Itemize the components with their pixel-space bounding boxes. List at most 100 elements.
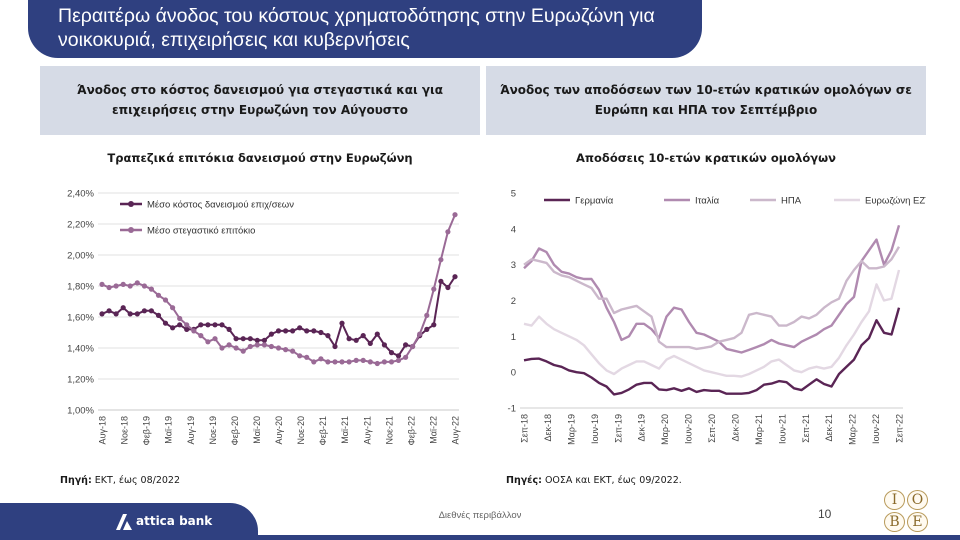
left-source-note: Πηγή: ΕΚΤ, έως 08/2022 (60, 475, 180, 486)
series-1-point (395, 353, 402, 359)
series-2-point (388, 359, 395, 365)
series-1-point (297, 325, 303, 331)
left-source-label: Πηγή: (60, 475, 92, 486)
series-1-point (424, 326, 430, 332)
series-2-point (297, 353, 303, 359)
x-tick-label: Ιουν-21 (777, 414, 787, 444)
series-2-point (381, 359, 387, 365)
right-header-line2: Ευρώπη και ΗΠΑ τον Σεπτέμβριο (594, 103, 818, 117)
series-1-point (431, 322, 437, 328)
series-2-point (155, 292, 162, 298)
series-1-point (339, 320, 345, 326)
x-tick-label: Μαϊ-20 (252, 416, 262, 444)
series-1-point (367, 340, 373, 346)
series-1-point (254, 337, 260, 343)
y-tick-label: 2,00% (67, 251, 94, 262)
y-tick-label: 1,00% (67, 406, 94, 417)
x-tick-label: Φεβ-19 (142, 416, 152, 445)
series-1-point (311, 328, 317, 334)
y-tick-label: 1,20% (67, 375, 94, 386)
series-2-point (219, 345, 225, 351)
series-2-point (311, 359, 317, 365)
right-panel-header: Άνοδος των αποδόσεων των 10-ετών κρατικώ… (486, 66, 926, 135)
series-1-point (99, 311, 105, 317)
page-number: 10 (818, 507, 832, 521)
footer-section-label: Διεθνές περιβάλλον (438, 510, 522, 521)
series-1-point (120, 305, 126, 311)
series-1-point (219, 322, 225, 328)
series-1-point (388, 350, 395, 356)
series-1-point (205, 322, 211, 328)
page-title-line2: νοικοκυριά, επιχειρήσεις και κυβερνήσεις (58, 29, 410, 51)
series-2-point (268, 343, 274, 350)
series-2-point (339, 359, 345, 365)
series-1-point (374, 331, 380, 337)
y-tick-label: 1,80% (67, 282, 94, 293)
y-tick-label: 1,60% (67, 313, 94, 324)
series-2-point (170, 305, 176, 311)
series-1-point (177, 322, 183, 328)
right-source-note: Πηγές: ΟΟΣΑ και ΕΚΤ, έως 09/2022. (506, 475, 682, 486)
series-line-2 (101, 214, 456, 365)
series-1-point (184, 326, 190, 332)
series-1-point (141, 308, 147, 314)
y-tick-label: 5 (511, 189, 516, 200)
legend-label: ΗΠΑ (781, 196, 802, 207)
x-tick-label: Δεκ-19 (637, 414, 647, 442)
y-tick-label: 1,40% (67, 344, 94, 355)
series-1-point (240, 336, 246, 342)
series-1-point (162, 320, 169, 326)
y-tick-label: -1 (508, 404, 516, 415)
series-2-point (431, 286, 437, 292)
series-1-point (452, 274, 458, 280)
x-tick-label: Φεβ-20 (230, 416, 240, 445)
series-2-point (410, 343, 416, 350)
y-tick-label: 1 (511, 332, 516, 343)
series-2-point (283, 347, 289, 353)
iobe-letter-e: E (907, 512, 928, 532)
legend-marker (128, 201, 134, 207)
series-1-point (134, 311, 140, 317)
x-tick-label: Νοε-21 (384, 416, 394, 445)
x-tick-label: Ιουν-19 (590, 414, 600, 444)
series-1-point (283, 328, 289, 334)
x-tick-label: Μαρ-19 (566, 414, 576, 445)
x-tick-label: Μαρ-21 (754, 414, 764, 445)
x-tick-label: Μαϊ-21 (340, 416, 350, 444)
series-2-point (177, 315, 183, 322)
series-line-4 (523, 269, 901, 378)
lending-rates-chart: 1,00% 1,20% 1,40% 1,60% 1,80% 2,00% 2,20% 2,40%… (67, 189, 460, 446)
x-tick-label: Δεκ-18 (543, 414, 553, 442)
attica-logo-icon (116, 514, 132, 530)
footer-bar (0, 535, 960, 540)
y-tick-label: 4 (511, 224, 516, 235)
legend-marker (128, 227, 134, 233)
series-2-point (290, 348, 296, 354)
series-2-point (233, 345, 239, 351)
y-tick-label: 2,40% (67, 189, 94, 200)
y-tick-label: 2 (511, 296, 516, 307)
series-2-point (184, 322, 190, 328)
series-2-point (226, 342, 232, 348)
legend-label: Μέσο κόστος δανεισμού επιχ/σεων (147, 200, 294, 211)
x-tick-label: Αυγ-20 (274, 416, 284, 444)
left-source-text: ΕΚΤ, έως 08/2022 (94, 475, 181, 486)
iobe-letter-i: I (884, 490, 905, 510)
brand-name: attica bank (136, 514, 213, 528)
left-chart-title: Τραπεζικά επιτόκια δανεισμού στην Ευρωζώ… (107, 151, 413, 165)
bond-yields-chart: -1 0 1 2 3 4 5 Σεπ-18 Δεκ-18 Μαρ-19 Ιουν-19 Σεπ-19 Δ… (508, 189, 926, 445)
x-tick-label: Σεπ-20 (707, 414, 717, 443)
y-tick-label: 2,20% (67, 220, 94, 231)
series-2-point (141, 283, 147, 289)
x-tick-label: Σεπ-18 (520, 414, 530, 443)
legend-label: Γερμανία (575, 196, 614, 207)
x-tick-label: Αυγ-18 (98, 416, 108, 444)
y-tick-label: 0 (511, 368, 516, 379)
series-2-point (452, 212, 458, 218)
series-2-point (240, 348, 246, 354)
series-2-point (318, 356, 324, 362)
series-1-point (170, 325, 176, 331)
series-2-point (304, 354, 310, 360)
iobe-letter-o: O (907, 490, 928, 510)
x-tick-label: Φεβ-21 (318, 416, 328, 445)
